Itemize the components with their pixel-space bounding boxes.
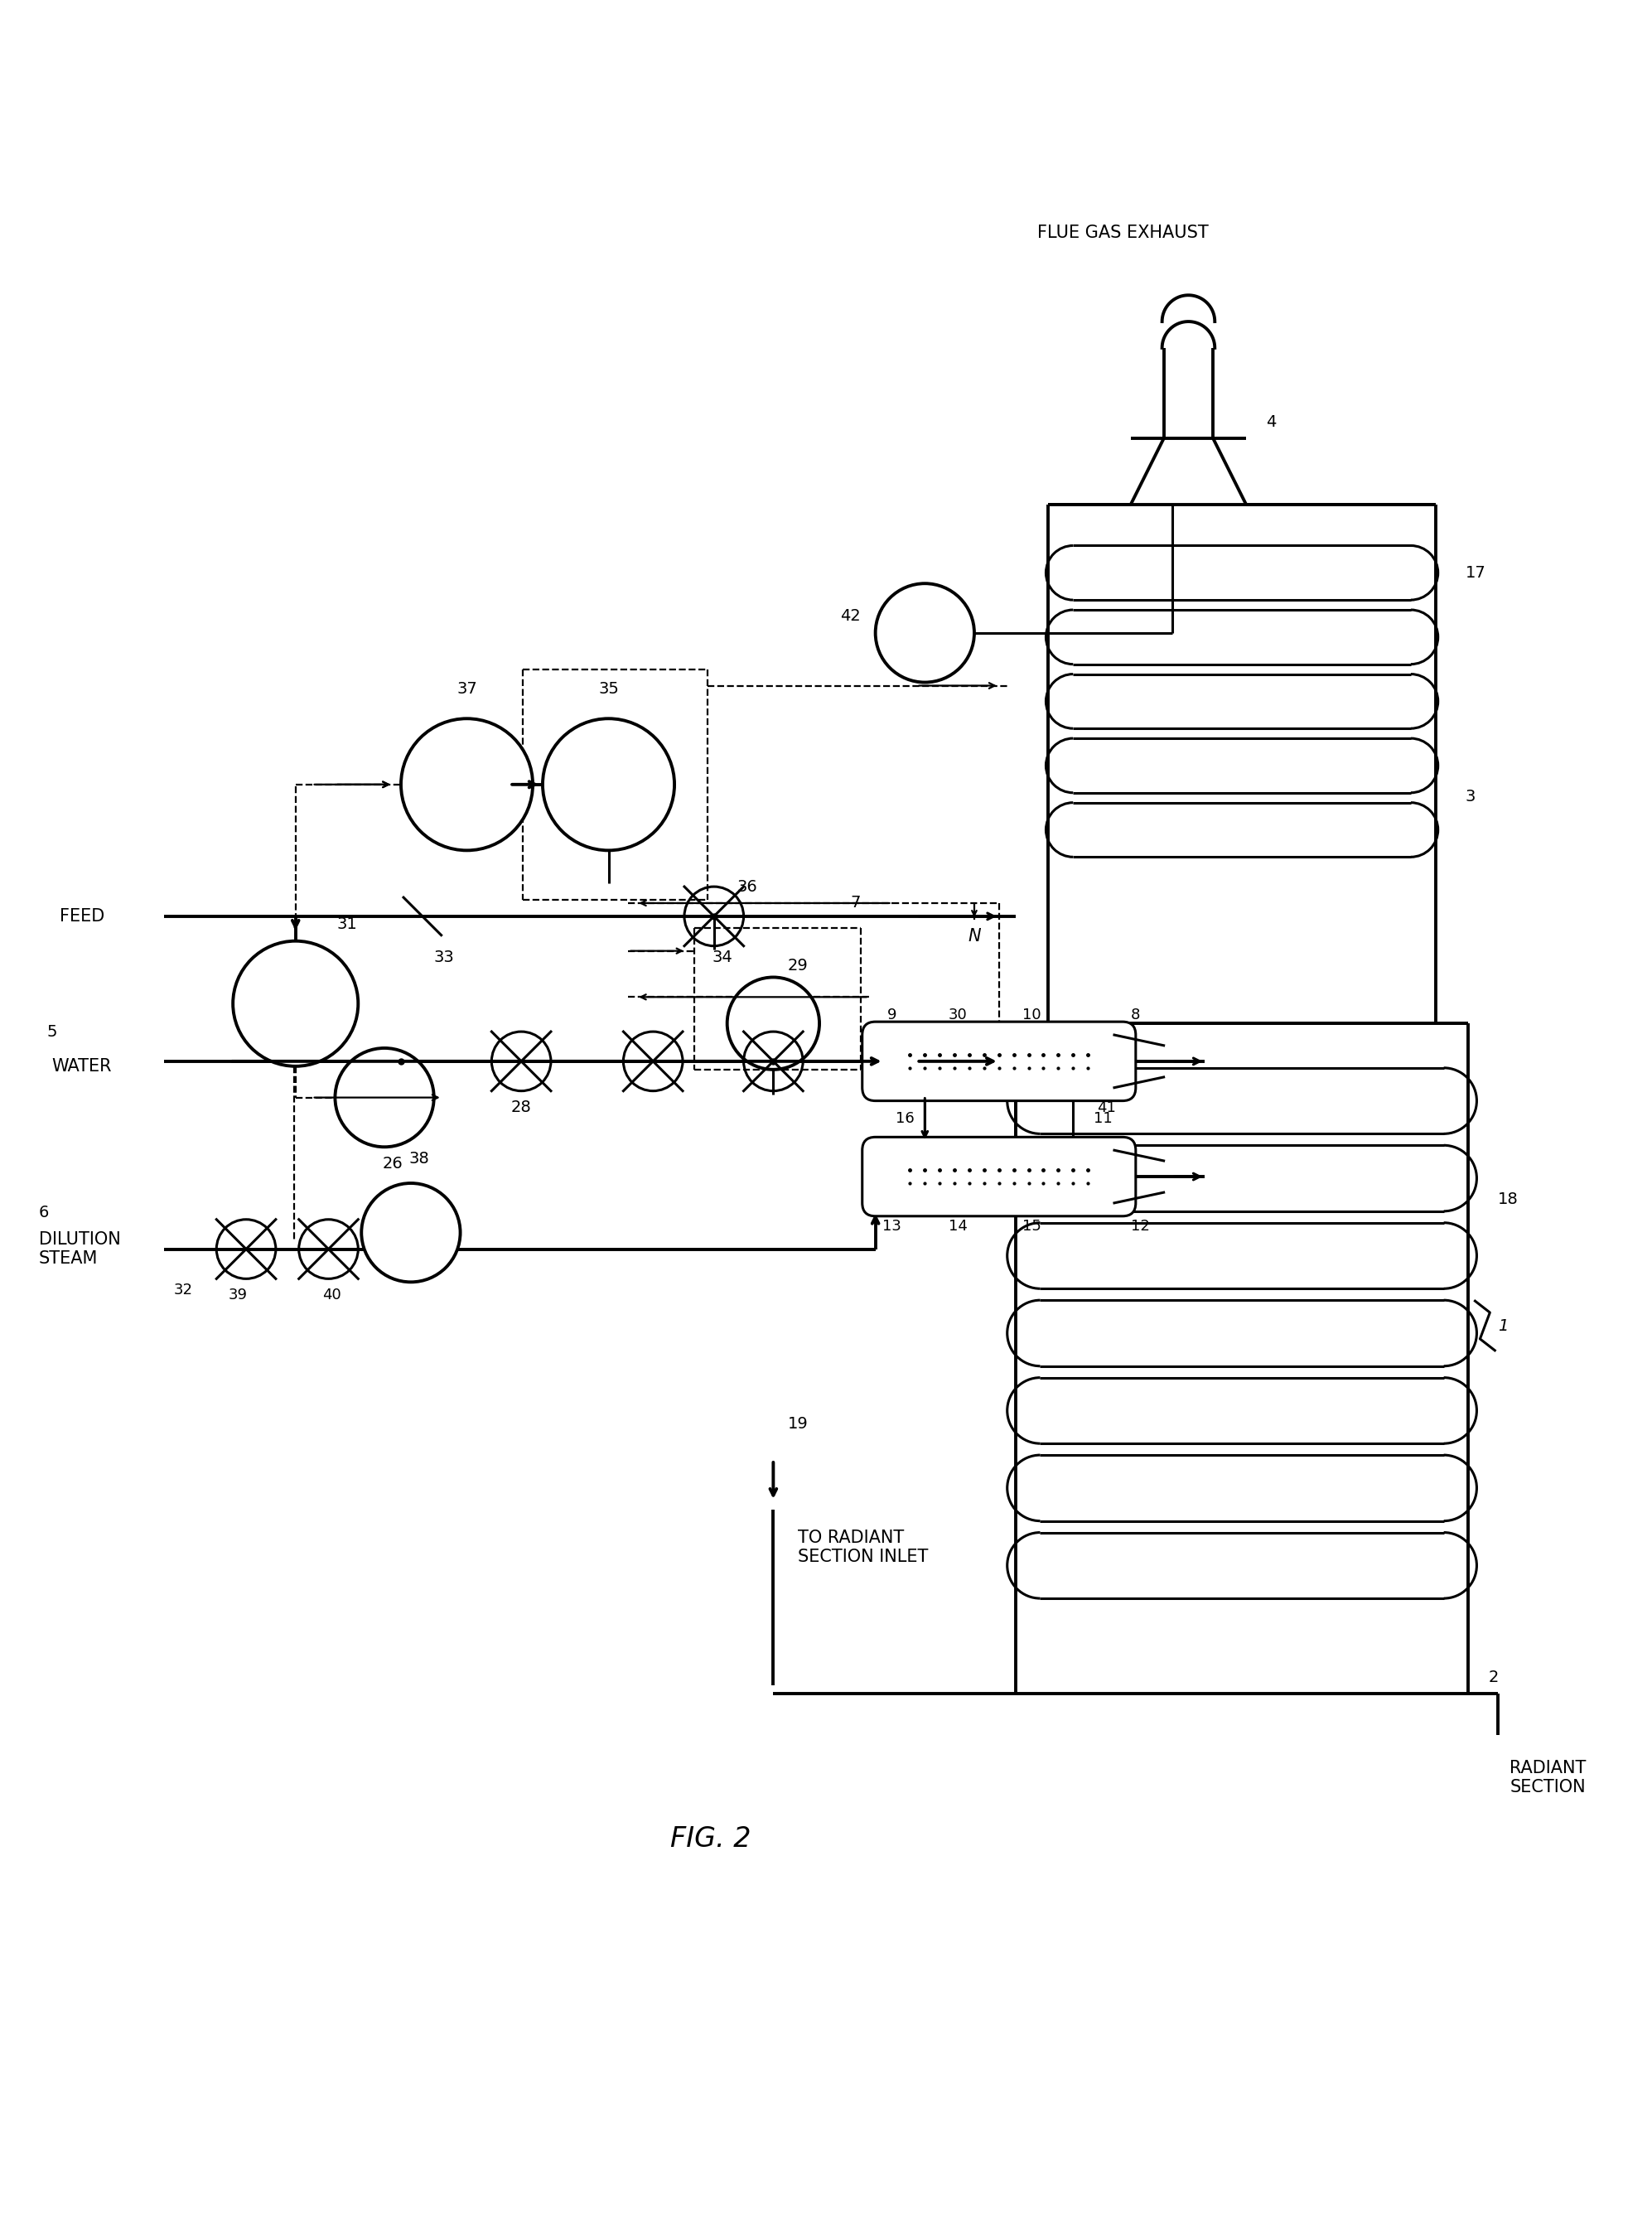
Text: DILUTION
STEAM: DILUTION STEAM [38,1232,121,1268]
Text: 29: 29 [788,958,808,974]
Text: 37: 37 [456,682,477,697]
Text: 8: 8 [1130,1007,1140,1023]
Text: 16: 16 [895,1112,915,1127]
Circle shape [233,940,358,1067]
Text: 19: 19 [788,1415,808,1433]
Text: 9: 9 [887,1007,897,1023]
Text: 35: 35 [598,682,620,697]
Text: 39: 39 [228,1288,248,1303]
Text: FEED: FEED [59,909,106,925]
Text: 42: 42 [841,608,861,624]
Text: FLUE GAS EXHAUST: FLUE GAS EXHAUST [1037,225,1208,241]
Text: 36: 36 [737,878,757,893]
Text: 26: 26 [383,1156,403,1172]
Text: 5: 5 [46,1023,56,1040]
Text: 14: 14 [948,1219,968,1234]
Text: N: N [968,927,981,945]
Text: 31: 31 [337,916,357,931]
Circle shape [362,1183,461,1281]
Text: WATER: WATER [51,1058,112,1074]
Text: 32: 32 [173,1283,193,1297]
Circle shape [542,720,674,851]
Text: 17: 17 [1465,566,1485,582]
FancyBboxPatch shape [862,1023,1135,1101]
FancyBboxPatch shape [862,1136,1135,1216]
Text: RADIANT
SECTION: RADIANT SECTION [1510,1760,1586,1796]
Text: 13: 13 [882,1219,902,1234]
Circle shape [335,1047,434,1147]
Circle shape [401,720,532,851]
Text: 15: 15 [1023,1219,1041,1234]
Text: 2: 2 [1488,1669,1498,1684]
Text: 40: 40 [322,1288,342,1303]
Text: 4: 4 [1265,414,1275,430]
Text: 38: 38 [408,1150,430,1165]
Circle shape [727,978,819,1069]
Text: 18: 18 [1498,1192,1518,1208]
Text: 11: 11 [1094,1112,1112,1127]
Text: 28: 28 [510,1101,532,1116]
Text: 6: 6 [38,1205,48,1221]
Text: FIG. 2: FIG. 2 [671,1825,752,1854]
Text: 1: 1 [1498,1317,1508,1335]
Circle shape [876,584,975,682]
Text: 33: 33 [433,949,454,965]
Text: 3: 3 [1465,789,1475,804]
Text: 12: 12 [1130,1219,1150,1234]
Text: TO RADIANT
SECTION INLET: TO RADIANT SECTION INLET [798,1528,928,1564]
Text: 7: 7 [851,896,861,911]
Text: 30: 30 [948,1007,966,1023]
Text: 34: 34 [712,949,732,965]
Text: 41: 41 [1097,1101,1115,1114]
Text: 10: 10 [1023,1007,1041,1023]
